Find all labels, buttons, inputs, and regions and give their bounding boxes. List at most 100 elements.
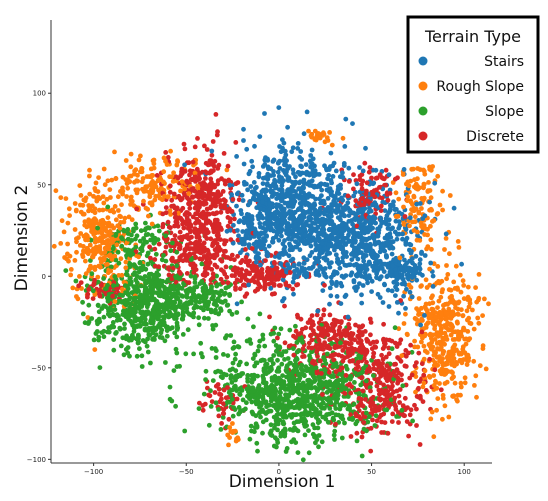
data-point-discrete [315, 354, 320, 359]
data-point-rough-slope [85, 315, 91, 320]
data-point-slope [319, 396, 325, 402]
data-point-rough-slope [58, 195, 64, 201]
data-point-discrete [368, 320, 374, 325]
data-point-rough-slope [453, 263, 459, 269]
data-point-discrete [236, 197, 242, 203]
data-point-slope [255, 398, 261, 404]
data-point-slope [260, 332, 266, 338]
data-point-discrete [362, 160, 368, 166]
data-point-rough-slope [415, 229, 420, 235]
data-point-discrete [176, 193, 182, 199]
data-point-slope [295, 450, 301, 455]
data-point-slope [227, 292, 233, 297]
data-point-stairs [391, 199, 396, 205]
data-point-discrete [214, 241, 220, 247]
data-point-stairs [417, 257, 423, 263]
data-point-stairs [313, 214, 319, 220]
data-point-stairs [264, 181, 270, 187]
data-point-slope [101, 314, 107, 320]
data-point-discrete [300, 346, 306, 352]
data-point-stairs [341, 163, 347, 169]
data-point-slope [256, 344, 262, 349]
data-point-slope [122, 326, 127, 331]
data-point-rough-slope [101, 166, 107, 172]
data-point-stairs [323, 274, 329, 280]
data-point-slope [300, 457, 306, 463]
data-point-rough-slope [427, 266, 432, 272]
data-point-stairs [288, 258, 294, 263]
data-point-slope [347, 416, 352, 422]
data-point-rough-slope [422, 348, 428, 354]
data-point-rough-slope [428, 223, 433, 229]
data-point-stairs [271, 157, 277, 163]
data-point-discrete [303, 325, 309, 331]
data-point-slope [263, 371, 269, 377]
data-point-discrete [346, 322, 351, 327]
data-point-slope [89, 316, 95, 321]
data-point-rough-slope [101, 200, 107, 206]
data-point-discrete [212, 211, 218, 217]
data-point-stairs [234, 301, 240, 307]
data-point-slope [232, 356, 238, 362]
data-point-stairs [264, 234, 269, 239]
data-point-rough-slope [425, 320, 431, 325]
data-point-discrete [228, 237, 234, 243]
data-point-rough-slope [100, 217, 106, 223]
data-point-slope [228, 376, 234, 381]
data-point-slope [161, 253, 166, 258]
data-point-discrete [201, 191, 207, 197]
data-point-discrete [221, 411, 227, 416]
data-point-slope [150, 336, 156, 342]
data-point-discrete [316, 337, 322, 343]
data-point-discrete [359, 324, 364, 330]
data-point-discrete [134, 206, 140, 212]
data-point-stairs [386, 304, 392, 309]
data-point-discrete [342, 391, 348, 396]
data-point-stairs [329, 281, 335, 287]
data-point-slope [167, 384, 173, 390]
data-point-discrete [358, 416, 364, 422]
data-point-rough-slope [435, 305, 440, 310]
data-point-discrete [163, 205, 169, 211]
data-point-discrete [372, 344, 378, 349]
data-point-stairs [325, 176, 330, 182]
data-point-rough-slope [125, 185, 131, 191]
data-point-slope [167, 309, 172, 315]
data-point-slope [132, 287, 138, 293]
data-point-discrete [222, 271, 228, 277]
data-point-slope [180, 294, 186, 299]
data-point-slope [137, 346, 142, 352]
data-point-rough-slope [96, 175, 101, 181]
data-point-discrete [212, 217, 218, 223]
data-point-stairs [314, 237, 320, 242]
data-point-stairs [301, 131, 307, 137]
data-point-rough-slope [73, 207, 79, 213]
data-point-stairs [334, 294, 340, 299]
data-point-rough-slope [460, 344, 466, 350]
data-point-slope [134, 353, 140, 359]
data-point-rough-slope [429, 246, 434, 252]
data-point-slope [168, 248, 174, 254]
data-point-slope [148, 360, 153, 366]
data-point-rough-slope [114, 242, 120, 248]
data-point-rough-slope [434, 211, 440, 217]
data-point-discrete [377, 172, 383, 178]
data-point-discrete [326, 369, 332, 375]
data-point-stairs [308, 153, 314, 158]
data-point-slope [199, 261, 205, 267]
data-point-rough-slope [68, 267, 74, 272]
data-point-stairs [361, 274, 367, 280]
data-point-stairs [327, 264, 333, 270]
data-point-slope [224, 303, 230, 308]
data-point-rough-slope [466, 358, 471, 364]
data-point-discrete [201, 229, 207, 235]
data-point-discrete [169, 258, 175, 264]
data-point-discrete [364, 180, 370, 186]
data-point-slope [171, 368, 177, 373]
data-point-discrete [427, 356, 432, 362]
data-point-rough-slope [91, 193, 96, 199]
data-point-slope [293, 323, 298, 329]
data-point-stairs [319, 187, 325, 193]
data-point-discrete [233, 181, 239, 187]
